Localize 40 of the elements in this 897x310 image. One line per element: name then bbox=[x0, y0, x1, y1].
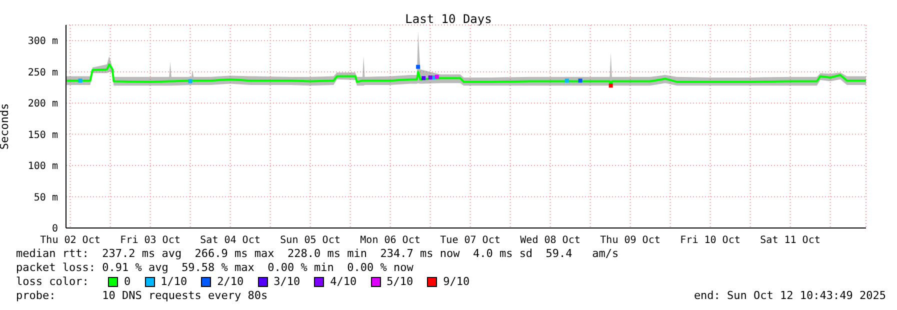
legend-label: 0 bbox=[123, 275, 131, 289]
y-tick-label: 300 m bbox=[28, 36, 58, 48]
x-tick-label: Sun 05 Oct bbox=[280, 235, 340, 246]
x-tick-label: Thu 09 Oct bbox=[600, 235, 660, 246]
y-axis-title: Seconds bbox=[0, 103, 11, 150]
legend-label: 2/10 bbox=[216, 275, 244, 289]
text: probe: 10 DNS requests every 80s bbox=[16, 289, 268, 303]
x-tick-label: Fri 03 Oct bbox=[120, 235, 180, 246]
point bbox=[578, 78, 582, 83]
point bbox=[416, 64, 420, 69]
point bbox=[78, 78, 82, 83]
text: end: Sun Oct 12 10:43:49 2025 bbox=[694, 289, 886, 303]
legend-label: 1/10 bbox=[160, 275, 188, 289]
x-tick-label: Wed 08 Oct bbox=[520, 235, 580, 246]
y-tick-label: 100 m bbox=[28, 161, 58, 172]
legend-label: 3/10 bbox=[272, 275, 300, 289]
x-tick-label: Sat 11 Oct bbox=[760, 235, 820, 246]
legend-title: loss color: bbox=[16, 275, 90, 289]
point bbox=[428, 75, 432, 80]
legend-label: 9/10 bbox=[442, 275, 470, 289]
point bbox=[434, 74, 439, 79]
chart-title: Last 10 Days bbox=[404, 12, 493, 26]
point bbox=[608, 84, 613, 88]
x-tick-label: Thu 02 Oct bbox=[40, 235, 100, 246]
y-tick-label: 0 bbox=[52, 224, 58, 235]
text: packet loss: 0.91 % avg 59.58 % max 0.00 % min 0.00 % now bbox=[16, 261, 414, 275]
point bbox=[564, 78, 569, 83]
text: median rtt: 237.2 ms avg 266.9 ms max 228.0 ms min 234.7 ms now 4.0 ms sd 59.4 am/s bbox=[16, 247, 620, 261]
point bbox=[422, 76, 426, 80]
legend-label: 4/10 bbox=[329, 275, 357, 289]
point bbox=[188, 79, 192, 84]
y-tick-label: 150 m bbox=[28, 130, 58, 141]
x-tick-label: Mon 06 Oct bbox=[360, 235, 420, 246]
y-tick-label: 250 m bbox=[28, 67, 58, 78]
x-tick-label: Sat 04 Oct bbox=[200, 235, 260, 246]
x-tick-label: Fri 10 Oct bbox=[680, 235, 740, 246]
x-tick-label: Tue 07 Oct bbox=[440, 235, 500, 246]
y-tick-label: 200 m bbox=[28, 98, 58, 110]
legend-label: 5/10 bbox=[386, 275, 414, 289]
y-tick-label: 50 m bbox=[34, 192, 58, 204]
